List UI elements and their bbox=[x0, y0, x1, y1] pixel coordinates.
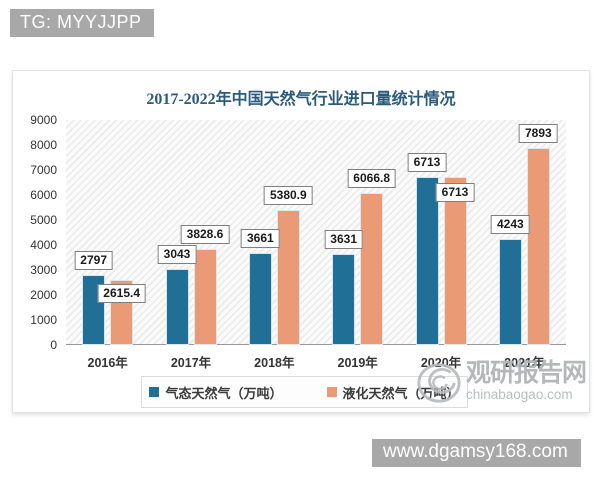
bar-gaseous-2021年 bbox=[498, 238, 522, 345]
legend: 气态天然气（万吨） 液化天然气（万吨） bbox=[141, 376, 468, 408]
y-axis-tick-label: 9000 bbox=[30, 113, 57, 127]
bar-liquefied-2018年 bbox=[276, 210, 300, 345]
bar-liquefied-2020年 bbox=[443, 177, 467, 345]
x-axis-label: 2017年 bbox=[170, 356, 212, 370]
bar-gaseous-2019年 bbox=[332, 254, 356, 345]
bar-value-label: 6713 bbox=[435, 183, 475, 203]
chart-title: 2017-2022年中国天然气行业进口量统计情况 bbox=[146, 91, 456, 108]
website-url-badge: www.dgamsy168.com bbox=[372, 439, 581, 467]
y-axis-tick-label: 3000 bbox=[30, 263, 57, 277]
legend-swatch-liquefied-icon bbox=[326, 387, 337, 397]
bar-value-label: 2797 bbox=[74, 251, 114, 271]
y-axis-tick-label: 4000 bbox=[30, 238, 57, 252]
bar-gaseous-2020年 bbox=[415, 177, 439, 345]
bar-value-label: 3631 bbox=[324, 230, 364, 250]
y-axis-tick-label: 6000 bbox=[30, 188, 57, 202]
bar-liquefied-2019年 bbox=[360, 193, 384, 345]
bar-value-label: 6066.8 bbox=[347, 169, 397, 189]
bar-liquefied-2017年 bbox=[193, 249, 217, 345]
bar-gaseous-2018年 bbox=[248, 253, 272, 345]
x-axis-label: 2021年 bbox=[504, 356, 545, 370]
plot-area bbox=[66, 120, 566, 345]
bar-value-label: 3043 bbox=[157, 244, 197, 264]
y-axis-tick-label: 8000 bbox=[30, 138, 57, 152]
bar-value-label: 6713 bbox=[407, 153, 447, 173]
x-axis-label: 2018年 bbox=[254, 356, 295, 370]
chart-card: 2017-2022年中国天然气行业进口量统计情况 气态天然气（万吨） 液化天然气… bbox=[12, 70, 590, 413]
legend-label-gaseous: 气态天然气（万吨） bbox=[165, 385, 283, 401]
y-axis-tick-label: 5000 bbox=[30, 213, 57, 227]
y-axis-tick-label: 0 bbox=[50, 338, 57, 352]
bar-value-label: 2615.4 bbox=[97, 283, 147, 303]
bar-value-label: 3828.6 bbox=[180, 225, 230, 245]
legend-item-liquefied: 液化天然气（万吨） bbox=[326, 383, 460, 402]
y-axis-tick-label: 7000 bbox=[30, 163, 57, 177]
x-axis-label: 2020年 bbox=[420, 356, 462, 370]
y-axis-tick-label: 1000 bbox=[30, 313, 57, 327]
bar-value-label: 3661 bbox=[240, 229, 280, 249]
bar-value-label: 5380.9 bbox=[263, 186, 313, 206]
y-axis-tick-label: 2000 bbox=[30, 288, 57, 302]
bar-gaseous-2017年 bbox=[165, 268, 189, 345]
legend-label-liquefied: 液化天然气（万吨） bbox=[342, 385, 460, 401]
bar-value-label: 4243 bbox=[490, 214, 530, 234]
x-axis-label: 2019年 bbox=[337, 356, 378, 370]
x-axis-label: 2016年 bbox=[87, 356, 128, 370]
bar-value-label: 7893 bbox=[518, 123, 558, 143]
telegram-contact-badge: TG: MYYJJPP bbox=[10, 9, 154, 37]
legend-swatch-gaseous-icon bbox=[149, 387, 160, 397]
bar-liquefied-2021年 bbox=[526, 147, 550, 345]
legend-item-gaseous: 气态天然气（万吨） bbox=[149, 383, 283, 402]
